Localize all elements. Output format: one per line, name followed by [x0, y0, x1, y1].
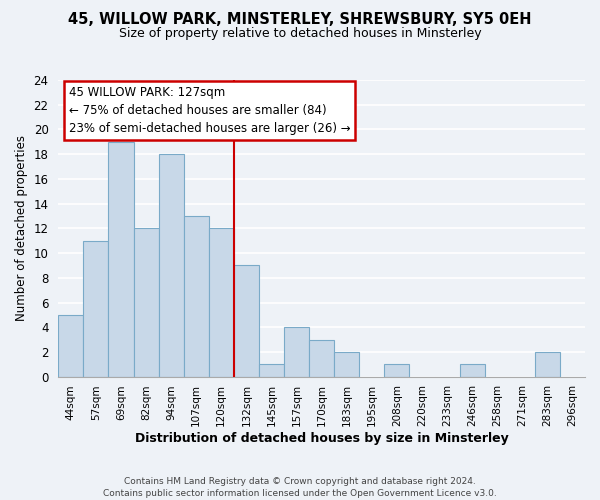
Bar [134, 228, 158, 376]
X-axis label: Distribution of detached houses by size in Minsterley: Distribution of detached houses by size … [135, 432, 509, 445]
Bar [158, 154, 184, 376]
Text: 45, WILLOW PARK, MINSTERLEY, SHREWSBURY, SY5 0EH: 45, WILLOW PARK, MINSTERLEY, SHREWSBURY,… [68, 12, 532, 28]
Text: Contains public sector information licensed under the Open Government Licence v3: Contains public sector information licen… [103, 489, 497, 498]
Bar [58, 315, 83, 376]
Bar [184, 216, 209, 376]
Bar [234, 266, 259, 376]
Bar [284, 327, 309, 376]
Bar [385, 364, 409, 376]
Bar [259, 364, 284, 376]
Bar [209, 228, 234, 376]
Text: 45 WILLOW PARK: 127sqm
← 75% of detached houses are smaller (84)
23% of semi-det: 45 WILLOW PARK: 127sqm ← 75% of detached… [69, 86, 350, 135]
Bar [460, 364, 485, 376]
Bar [109, 142, 134, 376]
Y-axis label: Number of detached properties: Number of detached properties [15, 136, 28, 322]
Bar [309, 340, 334, 376]
Text: Size of property relative to detached houses in Minsterley: Size of property relative to detached ho… [119, 28, 481, 40]
Bar [535, 352, 560, 376]
Bar [334, 352, 359, 376]
Bar [83, 240, 109, 376]
Text: Contains HM Land Registry data © Crown copyright and database right 2024.: Contains HM Land Registry data © Crown c… [124, 478, 476, 486]
